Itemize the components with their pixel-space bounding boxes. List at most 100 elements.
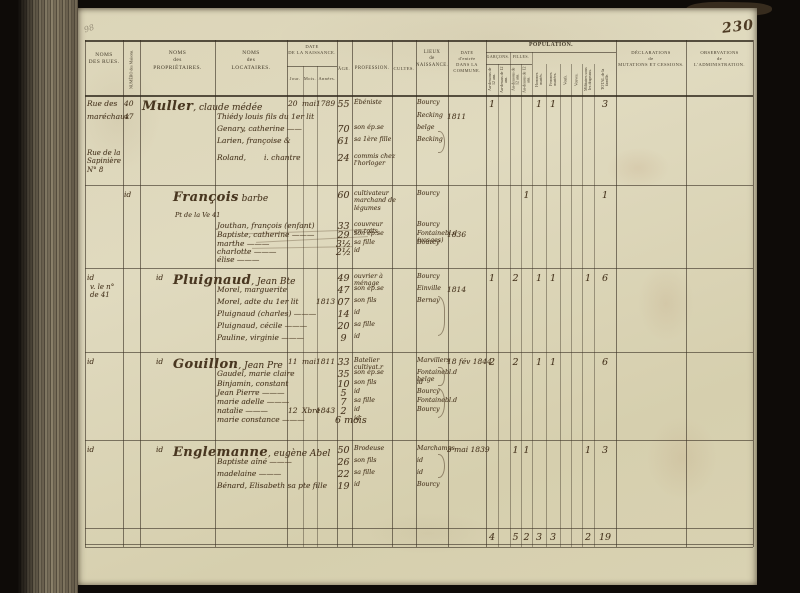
cell-age: 9: [340, 333, 347, 344]
cell-age: 3½: [335, 239, 352, 250]
cell-entree: 3 mai 1839: [447, 445, 490, 454]
cell-prof: couvreur en toits: [354, 221, 383, 236]
grid-hline: [85, 547, 753, 548]
cell-lieux: belge: [417, 124, 435, 131]
cell-lieux: Recking: [417, 112, 443, 119]
cell-g1: 1: [488, 273, 496, 284]
cell-mil: 1: [584, 273, 592, 284]
cell-lieux: Fontainebl.d: [417, 397, 458, 404]
cell-loc: Jean Pierre ———: [217, 388, 285, 397]
cell-mois: mai: [302, 99, 316, 108]
cell-prof: cultivateur marchand de légumes: [354, 190, 396, 212]
cell-prof: sa fille: [354, 239, 375, 246]
cell-loc: Morel, marguerite: [217, 285, 288, 294]
grid-hline: [486, 52, 616, 53]
cell-tot: 19: [598, 532, 612, 543]
cell-annees: 1811: [316, 357, 336, 366]
cell-f2: 1: [523, 445, 530, 456]
cell-loc: Larien, françoise &: [217, 136, 291, 145]
cell-prof: id: [354, 247, 361, 254]
grid-vline: [392, 40, 393, 547]
cell-jour: 11: [288, 357, 298, 366]
cell-name: François: [173, 190, 239, 205]
cell-name2: , eugène Abel: [268, 449, 331, 459]
cell-lieux: Bourcy: [417, 221, 440, 228]
cell-prof: son ép.se: [354, 230, 384, 237]
cell-rue: maréchaux: [87, 112, 130, 121]
grid-vline: [123, 40, 124, 547]
cell-age: 24: [337, 153, 350, 164]
cell-lieux: Einville: [417, 285, 441, 292]
cell-prof: Brodeuse: [354, 445, 385, 452]
header-filles-sur: Au-dessus de 12 ans.: [521, 66, 531, 93]
cell-prof: son fils: [354, 379, 377, 386]
cell-prof: id: [354, 309, 361, 316]
header-militaires: Militaires sous les drapeaux.: [582, 67, 592, 92]
cell-age: 7: [340, 397, 347, 408]
grid-hline: [85, 352, 753, 353]
cell-prof: id: [354, 333, 361, 340]
header-cultes: CULTES.: [393, 66, 415, 71]
pen-brace: [438, 367, 445, 386]
cell-num: 40: [124, 99, 134, 108]
cell-age: 33: [337, 221, 350, 232]
cell-prof: son fils: [354, 457, 377, 464]
cell-annees: 1813: [316, 297, 336, 306]
cell-loc: Pluignaud (charles) ———: [217, 309, 317, 318]
grid-hline: [85, 185, 753, 186]
header-filles: FILLES.: [512, 55, 530, 59]
cell-entree: 1836: [447, 230, 467, 239]
cell-tot: 6: [601, 273, 609, 284]
cell-lieux: Bourcy: [417, 388, 440, 395]
cell-name-line: Gouillon, Jean Pre: [173, 357, 283, 372]
header-numero: NUMÉRO des Maisons.: [128, 49, 134, 89]
cell-lieux: Becking: [417, 136, 443, 143]
header-garcons: GARÇONS.: [486, 55, 510, 59]
grid-vline: [560, 64, 561, 547]
cell-f1: 2: [512, 273, 519, 284]
grid-vline: [352, 40, 353, 547]
cell-lieux: Bernay: [417, 297, 440, 304]
cell-fm: 1: [549, 273, 557, 284]
cell-loc: élise ———: [217, 255, 260, 264]
grid-vline: [317, 66, 318, 547]
grid-hline: [85, 95, 753, 97]
cell-loc: Genary, catherine ——: [217, 124, 302, 133]
register-page: 98 230 NOMS DES RUES. NUMÉRO des Maisons…: [78, 8, 757, 585]
cell-age: 19: [337, 481, 350, 492]
cell-fm: 1: [549, 357, 557, 368]
grid-vline: [510, 52, 511, 547]
header-lieux: LIEUX de NAISSANCE.: [416, 50, 449, 68]
cell-age: 22: [337, 469, 350, 480]
cell-loc: Morel, adte du 1er lit: [217, 297, 299, 306]
cell-jour: 12: [288, 406, 298, 415]
grid-vline: [521, 64, 522, 547]
cell-prof: id: [354, 388, 361, 395]
grid-vline: [686, 40, 687, 547]
grid-vline: [594, 64, 595, 547]
cell-entree: 18 fév 1844: [447, 357, 492, 366]
cell-name2: , claude médée: [193, 103, 263, 113]
cell-num: 47: [124, 112, 134, 121]
cell-loc: Thiédy louis fils du 1er lit: [217, 112, 315, 121]
cell-loc: Baptiste, catherine ———: [217, 230, 315, 239]
header-date-entree: DATE d'entrée DANS LA COMMUNE.: [453, 50, 481, 73]
cell-lieux: Bourcy: [417, 481, 440, 488]
cell-entree: 1814: [447, 285, 467, 294]
cell-hm: 1: [535, 357, 543, 368]
cell-fm: 1: [549, 99, 557, 110]
header-locataires: NOMS des LOCATAIRES.: [231, 50, 271, 71]
cell-name2: , Jean Pre: [238, 361, 283, 371]
grid-vline: [753, 40, 754, 547]
cell-lieux: Marvillers: [417, 357, 450, 364]
grid-vline: [616, 40, 617, 547]
grid-hline: [287, 66, 337, 67]
grid-hline: [486, 64, 532, 65]
page-number: 230: [721, 17, 756, 37]
header-filles-sous: Au-dessous de 12 ans.: [510, 67, 520, 92]
grid-vline: [582, 64, 583, 547]
cell-name-line: Englemanne, eugène Abel: [173, 445, 330, 460]
grid-vline: [303, 66, 304, 547]
book-page-edges: [18, 0, 78, 593]
grid-vline: [287, 40, 288, 547]
